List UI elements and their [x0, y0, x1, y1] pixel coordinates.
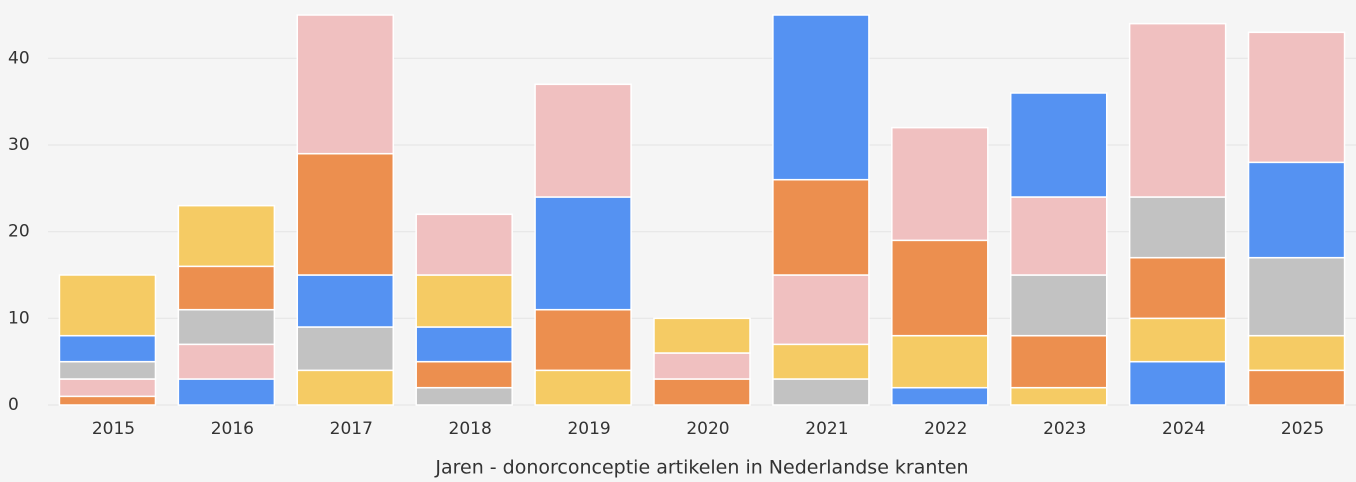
bar-segment — [1247, 369, 1346, 406]
bar-segment — [1009, 334, 1108, 389]
bar-segment — [296, 274, 395, 328]
bar-segment — [534, 196, 632, 311]
bar-segment — [415, 213, 513, 276]
bar-segment — [58, 395, 157, 406]
bar-segment — [772, 378, 870, 406]
bar-segment — [58, 334, 157, 363]
bar-segment — [415, 386, 513, 406]
bar-segment — [177, 343, 276, 380]
bar-segment — [1247, 334, 1346, 372]
bar-segment — [653, 352, 751, 380]
bar-segment — [296, 369, 395, 406]
bar-segment — [1128, 360, 1227, 406]
bar-segment — [415, 360, 513, 389]
bar-segment — [58, 378, 157, 398]
bar-segment — [58, 360, 157, 380]
bar-segment — [534, 369, 632, 406]
bar-segment — [1247, 161, 1346, 259]
bar-segment — [534, 83, 632, 198]
bar-segment — [1128, 22, 1227, 198]
bar-segment — [772, 14, 870, 181]
bar-segment — [1128, 196, 1227, 259]
bar-segment — [177, 265, 276, 311]
y-tick-label: 20 — [8, 222, 30, 242]
bar-segment — [415, 274, 513, 328]
x-tick-label: 2016 — [211, 419, 254, 439]
bar-segment — [1247, 256, 1346, 337]
x-tick-label: 2025 — [1281, 419, 1324, 439]
bar-segment — [415, 326, 513, 363]
x-tick-label: 2019 — [567, 419, 610, 439]
x-tick-label: 2023 — [1043, 419, 1086, 439]
bar-segment — [772, 343, 870, 380]
bar-segment — [891, 239, 989, 337]
bar-segment — [772, 178, 870, 276]
x-tick-label: 2017 — [330, 419, 373, 439]
bar-segment — [1009, 92, 1108, 198]
y-tick-label: 10 — [8, 308, 30, 328]
bar-segment — [891, 386, 989, 406]
bar-segment — [177, 308, 276, 346]
bar-segment — [58, 274, 157, 337]
bar-segment — [1009, 196, 1108, 276]
x-tick-label: 2024 — [1162, 419, 1205, 439]
x-tick-label: 2022 — [924, 419, 967, 439]
y-tick-label: 0 — [8, 395, 19, 415]
x-axis-title: Jaren - donorconceptie artikelen in Nede… — [434, 457, 968, 479]
bar-segment — [891, 126, 989, 242]
bar-segment — [1247, 31, 1346, 164]
bar-segment — [177, 378, 276, 406]
x-tick-label: 2018 — [449, 419, 492, 439]
y-tick-label: 30 — [8, 135, 30, 155]
bar-segment — [534, 308, 632, 372]
x-tick-label: 2020 — [686, 419, 729, 439]
bar-segment — [177, 204, 276, 268]
bar-segment — [296, 152, 395, 276]
bar-segment — [772, 274, 870, 346]
x-tick-label: 2015 — [92, 419, 135, 439]
bar-segment — [1128, 256, 1227, 320]
bar-segment — [1009, 386, 1108, 406]
bar-segment — [1009, 274, 1108, 337]
y-tick-label: 40 — [8, 48, 30, 68]
bar-segment — [653, 378, 751, 406]
bar-segment — [891, 334, 989, 389]
x-tick-label: 2021 — [805, 419, 848, 439]
bar-segment — [296, 326, 395, 372]
bar-segment — [1128, 317, 1227, 363]
bar-segment — [653, 317, 751, 354]
bar-segment — [296, 14, 395, 155]
